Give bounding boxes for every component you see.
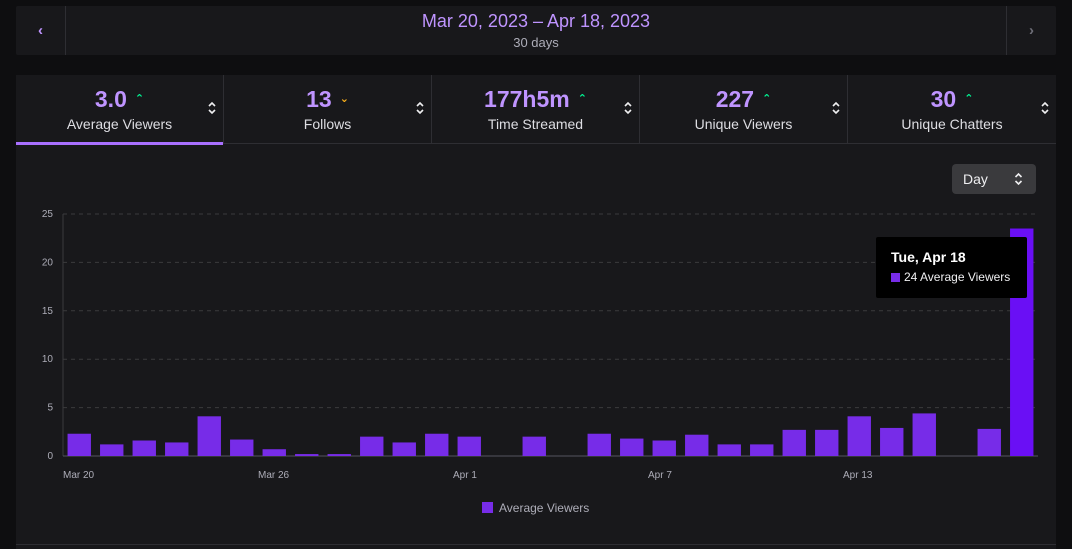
chart-bar[interactable] — [880, 427, 904, 456]
chart-bar[interactable] — [360, 436, 384, 456]
stat-value: 227 — [715, 86, 755, 112]
y-tick-label: 10 — [42, 354, 54, 365]
chart-bar[interactable] — [295, 454, 319, 456]
date-range-text: Mar 20, 2023 – Apr 18, 2023 — [421, 11, 651, 31]
y-tick-label: 5 — [47, 403, 53, 414]
chart-bar[interactable] — [977, 428, 1001, 456]
tooltip-swatch — [891, 272, 900, 282]
trend-arrow-icon: ⌃ — [134, 93, 145, 105]
stat-value: 177h5m — [484, 86, 570, 112]
stats-panel: 3.0 ⌃ Average Viewers 13 ⌄ Follows 177h5m ⌃… — [16, 75, 1056, 549]
panel-divider — [16, 544, 1056, 545]
legend-label[interactable]: Average Viewers — [499, 501, 589, 515]
chart-bar[interactable] — [620, 438, 644, 456]
chart-bar[interactable] — [847, 416, 871, 456]
chevron-updown-icon — [1014, 172, 1023, 186]
chart-bar[interactable] — [197, 416, 221, 456]
chart-bar[interactable] — [652, 440, 676, 456]
stat-tab-time-streamed[interactable]: 177h5m ⌃ Time Streamed — [432, 75, 640, 144]
sort-icon[interactable] — [207, 99, 217, 117]
sort-icon[interactable] — [1040, 99, 1050, 117]
stat-label: Unique Chatters — [901, 116, 1003, 132]
date-range-display[interactable]: Mar 20, 2023 – Apr 18, 2023 30 days — [66, 6, 1006, 55]
date-range-bar: ‹ Mar 20, 2023 – Apr 18, 2023 30 days › — [16, 6, 1056, 55]
average-viewers-chart: 0 5 10 15 20 25 Mar 20 Mar 26 Apr 1 Apr 7 Apr 13 Av… — [42, 209, 1038, 515]
tooltip-text: 24 Average Viewers — [904, 270, 1011, 284]
stat-label: Time Streamed — [487, 116, 584, 132]
x-tick-label: Mar 26 — [258, 470, 290, 481]
legend-swatch — [482, 502, 493, 513]
interval-select[interactable]: Day — [952, 164, 1036, 194]
stat-value: 13 — [306, 86, 332, 112]
prev-period-button[interactable]: ‹ — [16, 6, 66, 55]
chart-bar[interactable] — [165, 442, 189, 456]
stat-value: 3.0 — [94, 86, 127, 112]
trend-arrow-icon: ⌃ — [964, 93, 974, 105]
sort-icon[interactable] — [623, 99, 633, 117]
stat-tab-unique-chatters[interactable]: 30 ⌃ Unique Chatters — [848, 75, 1056, 144]
trend-arrow-icon: ⌃ — [577, 93, 587, 105]
stat-tab-follows[interactable]: 13 ⌄ Follows — [224, 75, 432, 144]
stat-tab-average-viewers[interactable]: 3.0 ⌃ Average Viewers — [16, 75, 224, 145]
next-period-button[interactable]: › — [1006, 6, 1056, 55]
chart-bar[interactable] — [587, 433, 611, 456]
chart-bar[interactable] — [750, 444, 774, 456]
sort-icon[interactable] — [415, 99, 425, 117]
interval-select-value: Day — [963, 171, 988, 187]
chart-bar[interactable] — [67, 433, 91, 456]
chart-bar[interactable] — [392, 442, 416, 456]
chart-bar[interactable] — [815, 429, 839, 456]
y-tick-label: 25 — [42, 209, 54, 220]
stat-label: Follows — [303, 116, 352, 132]
x-tick-label: Apr 7 — [648, 470, 672, 481]
chart-bar[interactable] — [717, 444, 741, 456]
stat-tab-unique-viewers[interactable]: 227 ⌃ Unique Viewers — [640, 75, 848, 144]
chart-bar[interactable] — [522, 436, 546, 456]
date-range-days: 30 days — [513, 35, 559, 50]
chart-tooltip: Tue, Apr 18 24 Average Viewers — [876, 237, 1027, 298]
stat-label: Average Viewers — [66, 116, 173, 132]
x-tick-label: Apr 13 — [843, 470, 873, 481]
x-tick-label: Apr 1 — [453, 470, 477, 481]
chart-bar[interactable] — [100, 444, 124, 456]
stat-tabs: 3.0 ⌃ Average Viewers 13 ⌄ Follows 177h5m ⌃… — [16, 75, 1056, 145]
sort-icon[interactable] — [831, 99, 841, 117]
chart-bar[interactable] — [425, 433, 449, 456]
y-tick-label: 15 — [42, 306, 54, 317]
chart-bar[interactable] — [132, 440, 156, 456]
chart-bar[interactable] — [262, 449, 286, 456]
chart-bar[interactable] — [685, 434, 709, 456]
chart-bar[interactable] — [327, 454, 351, 456]
tooltip-title: Tue, Apr 18 — [891, 249, 966, 265]
chart-bar[interactable] — [782, 429, 806, 456]
chart-bar[interactable] — [230, 439, 254, 456]
y-tick-label: 20 — [42, 257, 54, 268]
trend-arrow-icon: ⌄ — [339, 93, 349, 105]
y-tick-label: 0 — [47, 451, 53, 462]
stat-label: Unique Viewers — [694, 116, 793, 132]
x-tick-label: Mar 20 — [63, 470, 95, 481]
chart-bar[interactable] — [457, 436, 481, 456]
stat-value: 30 — [930, 86, 957, 112]
chart-bar[interactable] — [912, 413, 936, 456]
trend-arrow-icon: ⌃ — [762, 93, 772, 105]
